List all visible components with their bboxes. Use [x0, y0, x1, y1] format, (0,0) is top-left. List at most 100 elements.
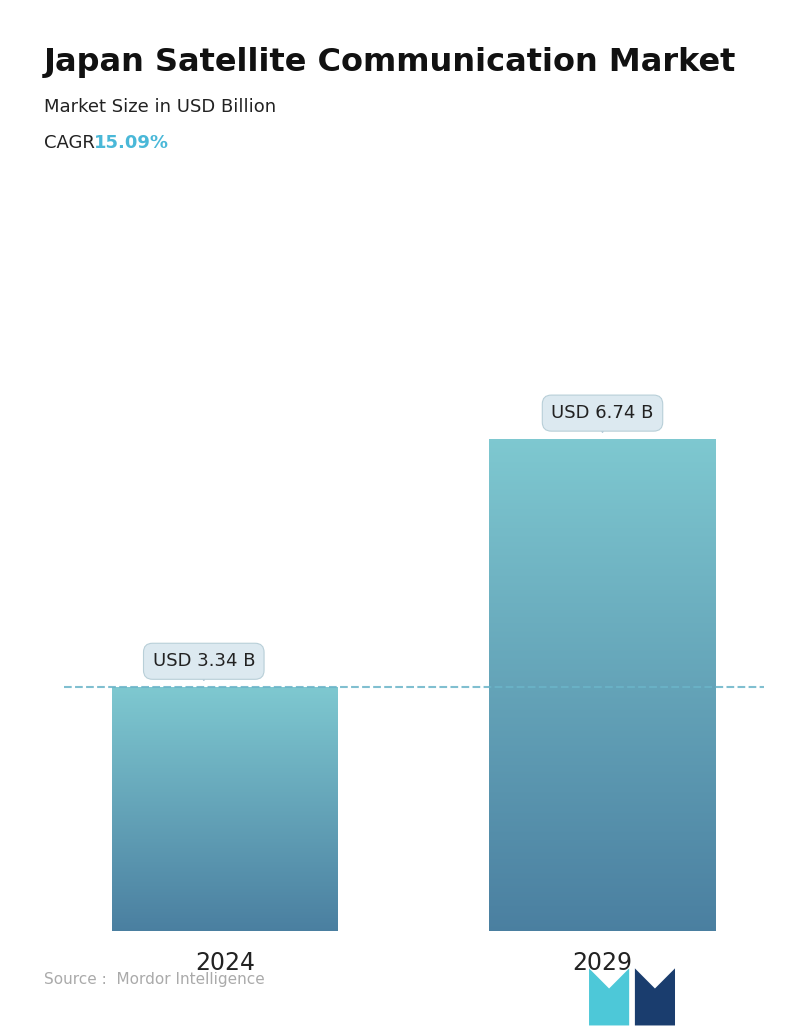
Bar: [490, 639, 716, 640]
Bar: [490, 646, 716, 647]
Bar: [490, 747, 716, 748]
Bar: [490, 704, 716, 705]
Bar: [490, 650, 716, 651]
Bar: [490, 600, 716, 601]
Bar: [490, 905, 716, 906]
Bar: [490, 695, 716, 696]
Bar: [490, 711, 716, 712]
Bar: [490, 574, 716, 575]
Bar: [490, 547, 716, 548]
Bar: [490, 485, 716, 487]
Bar: [490, 755, 716, 756]
Bar: [490, 733, 716, 734]
Bar: [490, 841, 716, 842]
Polygon shape: [589, 968, 629, 1026]
Bar: [490, 644, 716, 645]
Bar: [490, 618, 716, 619]
Bar: [490, 671, 716, 672]
Bar: [490, 834, 716, 835]
Bar: [490, 923, 716, 924]
Bar: [490, 487, 716, 488]
Bar: [490, 438, 716, 439]
Bar: [490, 582, 716, 584]
Bar: [490, 705, 716, 707]
Bar: [490, 523, 716, 524]
Polygon shape: [635, 968, 675, 1026]
Bar: [490, 462, 716, 463]
Bar: [490, 753, 716, 754]
Bar: [490, 470, 716, 472]
Bar: [490, 795, 716, 796]
Bar: [490, 634, 716, 636]
Bar: [490, 594, 716, 595]
Bar: [490, 479, 716, 481]
Bar: [490, 614, 716, 616]
Text: USD 6.74 B: USD 6.74 B: [552, 404, 654, 422]
Bar: [490, 929, 716, 930]
Bar: [490, 825, 716, 826]
Bar: [490, 558, 716, 559]
Bar: [490, 776, 716, 777]
Bar: [490, 549, 716, 550]
Bar: [490, 925, 716, 926]
Bar: [490, 878, 716, 879]
Bar: [490, 763, 716, 764]
Bar: [490, 879, 716, 880]
Text: Japan Satellite Communication Market: Japan Satellite Communication Market: [44, 47, 736, 78]
Bar: [490, 800, 716, 801]
Bar: [490, 585, 716, 586]
Bar: [490, 802, 716, 803]
Bar: [490, 773, 716, 774]
Bar: [490, 658, 716, 659]
Bar: [490, 602, 716, 604]
Bar: [490, 677, 716, 678]
Bar: [490, 891, 716, 892]
Bar: [490, 541, 716, 542]
Bar: [490, 886, 716, 887]
Bar: [490, 737, 716, 738]
Text: 15.09%: 15.09%: [94, 134, 169, 152]
Bar: [490, 861, 716, 863]
Bar: [490, 757, 716, 758]
Bar: [490, 716, 716, 717]
Bar: [490, 741, 716, 742]
Bar: [490, 495, 716, 496]
Bar: [490, 810, 716, 812]
Bar: [490, 528, 716, 529]
Bar: [490, 754, 716, 755]
Bar: [490, 516, 716, 517]
Bar: [490, 626, 716, 627]
Bar: [490, 553, 716, 554]
Bar: [490, 729, 716, 730]
Bar: [490, 643, 716, 644]
Bar: [490, 488, 716, 489]
Bar: [490, 912, 716, 913]
Bar: [490, 827, 716, 828]
Bar: [490, 761, 716, 762]
Bar: [490, 500, 716, 501]
Bar: [490, 833, 716, 834]
Bar: [490, 608, 716, 610]
Bar: [490, 664, 716, 665]
Bar: [490, 872, 716, 873]
Bar: [490, 530, 716, 533]
Bar: [490, 736, 716, 737]
Bar: [490, 670, 716, 671]
Bar: [490, 818, 716, 819]
Bar: [490, 469, 716, 470]
Bar: [490, 798, 716, 799]
Bar: [490, 922, 716, 923]
Bar: [490, 723, 716, 724]
Bar: [490, 497, 716, 499]
Bar: [490, 659, 716, 660]
Bar: [490, 439, 716, 442]
Bar: [490, 717, 716, 718]
Bar: [490, 846, 716, 847]
Bar: [490, 534, 716, 535]
Bar: [490, 919, 716, 920]
Bar: [490, 478, 716, 479]
Bar: [490, 916, 716, 917]
Bar: [490, 852, 716, 853]
Bar: [490, 689, 716, 690]
Bar: [490, 442, 716, 443]
